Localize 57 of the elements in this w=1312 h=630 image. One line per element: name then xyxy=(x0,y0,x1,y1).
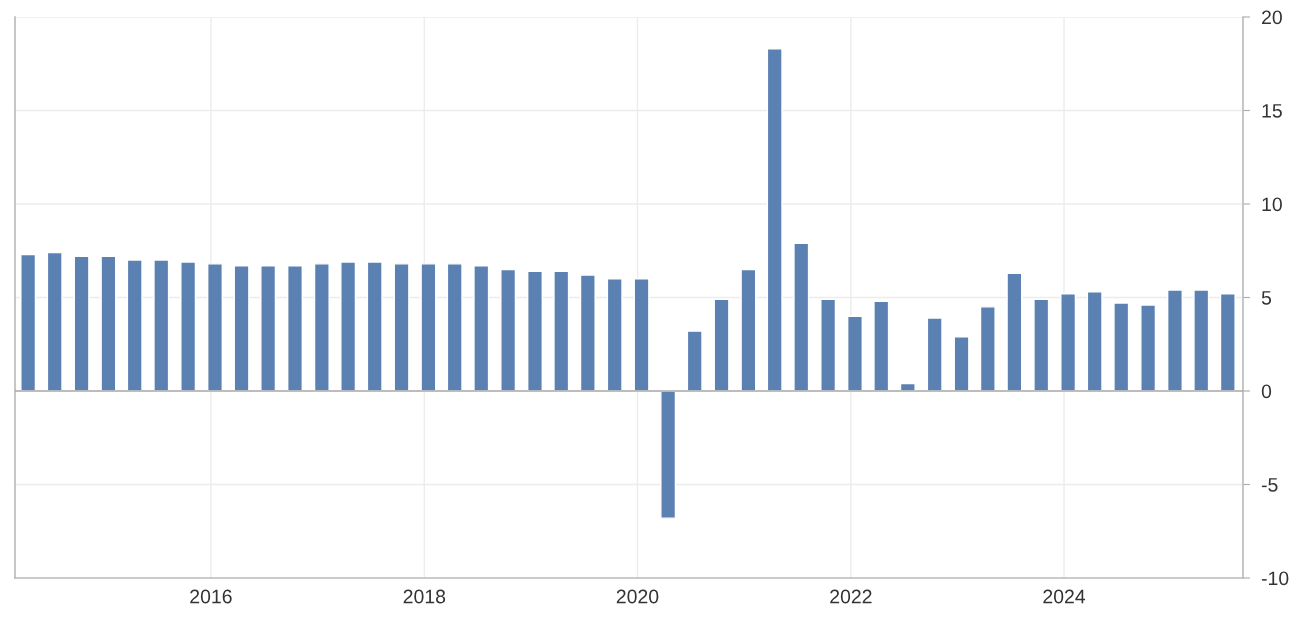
bar xyxy=(686,330,703,392)
bar xyxy=(473,265,490,392)
bar xyxy=(1193,289,1210,392)
bar xyxy=(820,298,837,392)
bar xyxy=(233,265,250,392)
y-tick-label: 15 xyxy=(1262,104,1282,118)
x-tick-label: 2024 xyxy=(1043,589,1086,604)
bar xyxy=(313,263,330,392)
bar xyxy=(500,268,517,392)
bar xyxy=(286,265,303,392)
bar xyxy=(526,270,543,392)
y-tick-label: 20 xyxy=(1262,10,1282,25)
x-tick-label: 2018 xyxy=(403,589,446,604)
bar xyxy=(126,259,143,392)
bar xyxy=(73,255,90,392)
bar xyxy=(100,255,117,392)
bar xyxy=(20,253,37,392)
bar xyxy=(579,274,596,392)
bar xyxy=(1166,289,1183,392)
bar xyxy=(979,306,996,392)
bar xyxy=(153,259,170,392)
bar xyxy=(1140,304,1157,392)
bar xyxy=(366,261,383,392)
bar xyxy=(633,278,650,392)
bar xyxy=(873,300,890,392)
bar xyxy=(660,390,677,519)
y-tick-label: -10 xyxy=(1261,571,1289,586)
bar xyxy=(1060,293,1077,392)
bar xyxy=(420,263,437,392)
y-tick-label: 10 xyxy=(1262,197,1282,212)
bar xyxy=(340,261,357,392)
bar xyxy=(46,251,63,392)
bar xyxy=(846,315,863,392)
bar xyxy=(180,261,197,392)
bar xyxy=(953,336,970,392)
bar xyxy=(926,317,943,392)
bar xyxy=(1219,293,1236,392)
bar xyxy=(446,263,463,392)
x-tick-label: 2020 xyxy=(616,589,659,604)
bar xyxy=(740,268,757,392)
y-tick-label: -5 xyxy=(1261,478,1278,492)
bar xyxy=(553,270,570,392)
bar xyxy=(713,298,730,392)
bar xyxy=(207,263,223,392)
y-tick-label: 5 xyxy=(1261,291,1272,305)
bar xyxy=(1086,291,1103,392)
bar xyxy=(1113,302,1130,392)
x-tick-label: 2022 xyxy=(830,589,872,604)
y-tick-label: 0 xyxy=(1261,384,1272,399)
bar xyxy=(1006,272,1023,392)
bar xyxy=(793,242,810,392)
bar xyxy=(1033,298,1050,392)
bar xyxy=(393,263,410,392)
bar xyxy=(606,278,623,392)
bar xyxy=(260,265,277,392)
bar xyxy=(766,48,783,392)
x-tick-label: 2016 xyxy=(190,589,232,604)
